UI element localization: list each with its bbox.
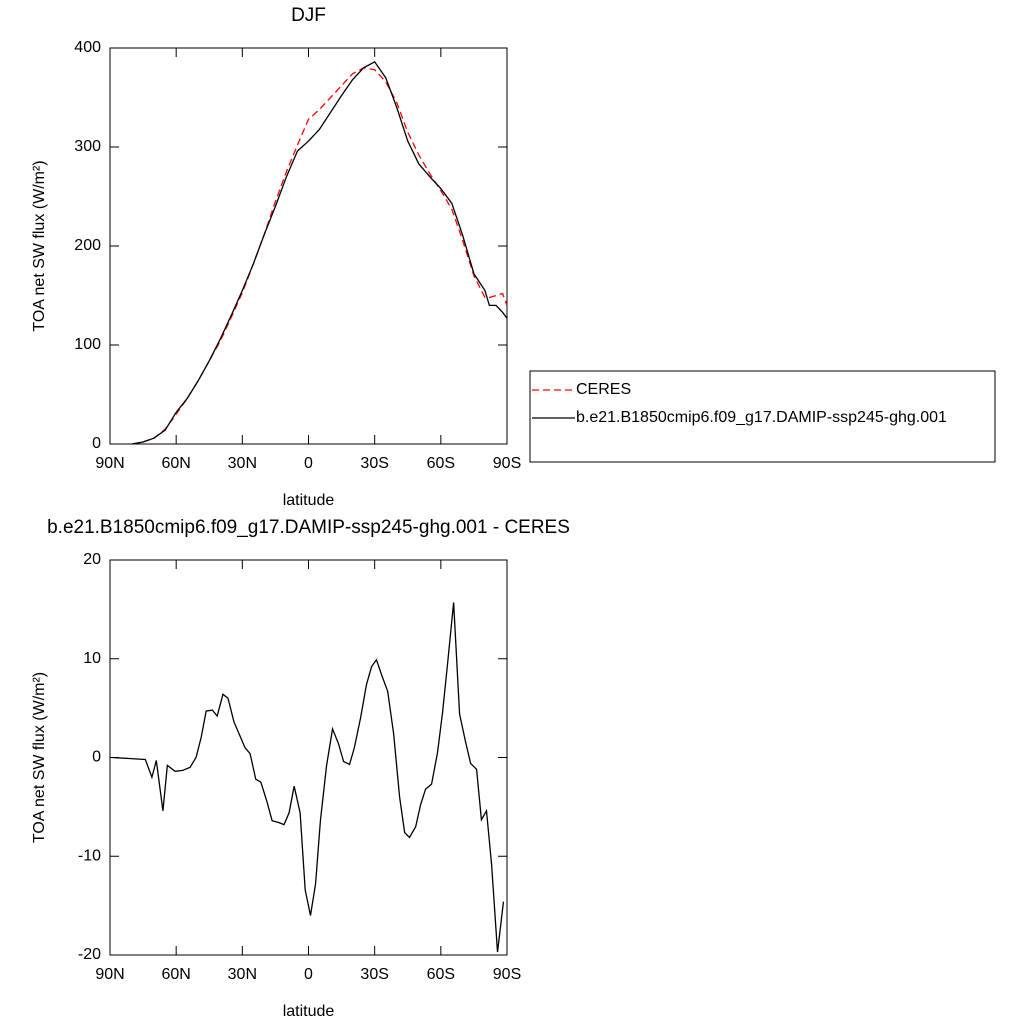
x-axis-label: latitude xyxy=(283,1003,335,1020)
y-tick-label: 200 xyxy=(74,237,101,254)
data-line xyxy=(131,61,508,445)
x-tick-label: 0 xyxy=(304,455,313,472)
legend-label: CERES xyxy=(576,381,631,398)
x-tick-label: 30N xyxy=(228,455,257,472)
y-tick-label: -10 xyxy=(78,847,101,864)
y-tick-label: 0 xyxy=(92,749,101,766)
x-tick-label: 90N xyxy=(95,455,124,472)
x-tick-label: 90S xyxy=(493,455,521,472)
y-tick-label: 300 xyxy=(74,138,101,155)
x-tick-label: 60N xyxy=(161,966,190,983)
y-tick-label: 100 xyxy=(74,336,101,353)
data-line xyxy=(131,67,508,445)
y-tick-label: 20 xyxy=(83,551,101,568)
y-axis-label: TOA net SW flux (W/m²) xyxy=(31,160,48,331)
y-axis-label: TOA net SW flux (W/m²) xyxy=(31,672,48,843)
chart-title: DJF xyxy=(291,5,326,26)
y-tick-label: 0 xyxy=(92,435,101,452)
y-tick-label: 10 xyxy=(83,650,101,667)
plot-frame xyxy=(109,47,508,445)
y-tick-label: 400 xyxy=(74,39,101,56)
plot-frame xyxy=(109,559,508,956)
data-line xyxy=(112,602,505,953)
x-tick-label: 90S xyxy=(493,966,521,983)
x-tick-label: 90N xyxy=(95,966,124,983)
x-tick-label: 0 xyxy=(304,966,313,983)
chart-title: b.e21.B1850cmip6.f09_g17.DAMIP-ssp245-gh… xyxy=(47,517,570,538)
x-tick-label: 30S xyxy=(360,966,388,983)
x-tick-label: 60N xyxy=(161,455,190,472)
x-tick-label: 60S xyxy=(427,455,455,472)
x-axis-label: latitude xyxy=(283,492,335,509)
y-tick-label: -20 xyxy=(78,946,101,963)
x-tick-label: 60S xyxy=(427,966,455,983)
x-tick-label: 30S xyxy=(360,455,388,472)
x-tick-label: 30N xyxy=(228,966,257,983)
legend-label: b.e21.B1850cmip6.f09_g17.DAMIP-ssp245-gh… xyxy=(576,409,947,426)
legend-box xyxy=(529,370,996,463)
